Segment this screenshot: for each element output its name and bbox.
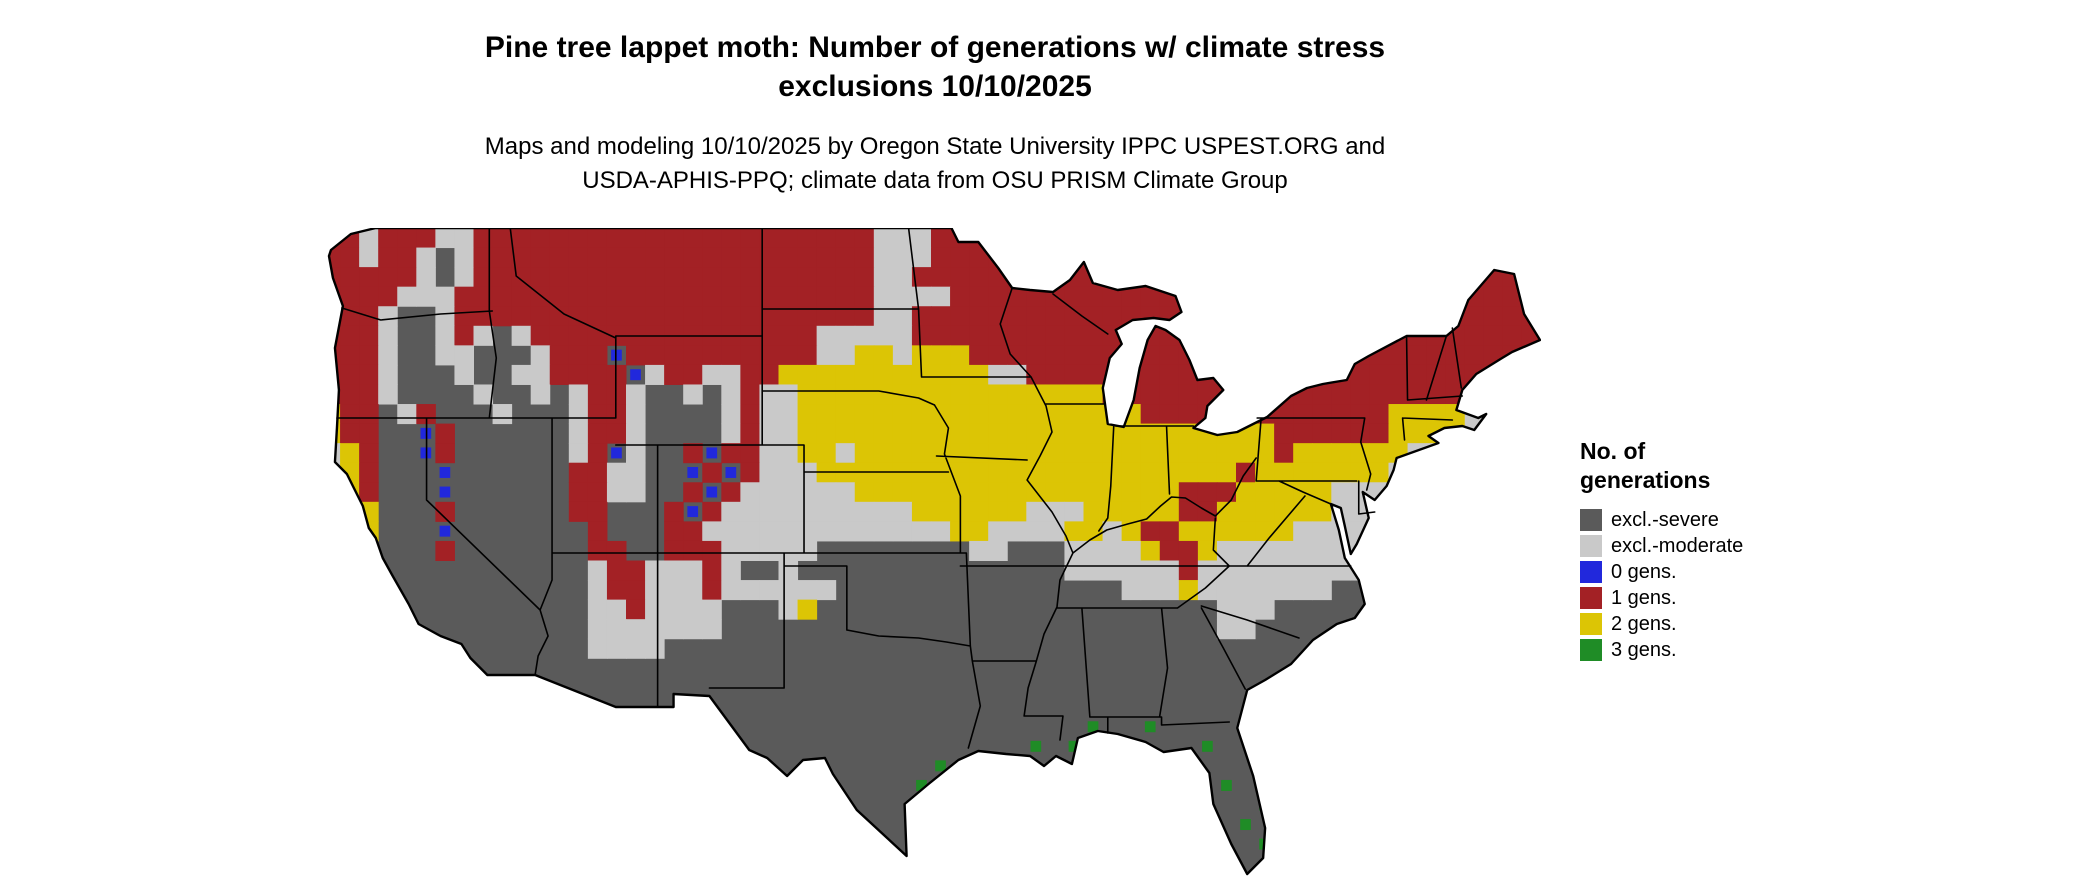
legend-swatch-2-gens [1580,613,1602,635]
legend-item-1-gens: 1 gens. [1580,587,1743,609]
legend: No. of generations excl.-severe excl.-mo… [1580,437,1743,665]
legend-item-2-gens: 2 gens. [1580,613,1743,635]
us-outline [327,228,1541,876]
legend-label-3-gens: 3 gens. [1611,639,1677,661]
legend-label-excl-moderate: excl.-moderate [1611,535,1744,557]
state-borders [336,228,1464,749]
map-title-line2: exclusions 10/10/2025 [778,70,1092,103]
legend-title: No. of generations [1580,437,1743,495]
us-generations-map [327,228,1541,876]
legend-item-excl-severe: excl.-severe [1580,509,1743,531]
legend-swatch-excl-moderate [1580,535,1602,557]
legend-title-line1: No. of [1580,438,1646,464]
map-title-line1: Pine tree lappet moth: Number of generat… [484,31,1386,64]
legend-swatch-excl-severe [1580,509,1602,531]
legend-label-excl-severe: excl.-severe [1611,509,1719,531]
map-header: Pine tree lappet moth: Number of generat… [115,28,1755,198]
legend-label-1-gens: 1 gens. [1611,587,1677,609]
legend-item-3-gens: 3 gens. [1580,639,1743,661]
map-subtitle: Maps and modeling 10/10/2025 by Oregon S… [115,130,1755,198]
legend-label-2-gens: 2 gens. [1611,613,1677,635]
legend-label-0-gens: 0 gens. [1611,561,1677,583]
legend-swatch-1-gens [1580,587,1602,609]
legend-swatch-0-gens [1580,561,1602,583]
legend-item-excl-moderate: excl.-moderate [1580,535,1743,557]
map-title: Pine tree lappet moth: Number of generat… [115,28,1755,106]
map-raster [328,228,1541,874]
legend-swatch-3-gens [1580,639,1602,661]
map-subtitle-line1: Maps and modeling 10/10/2025 by Oregon S… [484,133,1386,160]
legend-title-line2: generations [1580,467,1711,493]
legend-item-0-gens: 0 gens. [1580,561,1743,583]
map-subtitle-line2: USDA-APHIS-PPQ; climate data from OSU PR… [582,167,1288,194]
